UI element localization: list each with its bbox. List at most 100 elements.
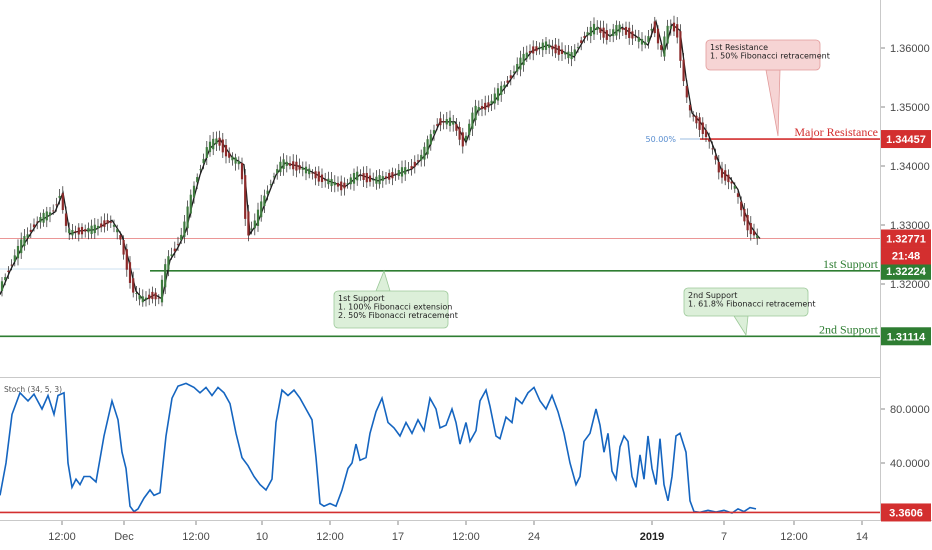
price-pane: 1.32000 1.33000 1.34000 1.35000 1.36000 50.0… bbox=[0, 15, 930, 338]
candle-body bbox=[560, 49, 564, 54]
candle-body bbox=[103, 220, 106, 227]
candle-body bbox=[125, 249, 128, 270]
candle-body bbox=[413, 161, 416, 167]
time-tick-label: 10 bbox=[256, 531, 268, 543]
candle-body bbox=[39, 217, 42, 223]
current-price-tag-text: 1.32771 bbox=[886, 234, 926, 246]
candle-body bbox=[269, 184, 272, 185]
candle-body bbox=[602, 27, 605, 38]
candle-body bbox=[480, 106, 484, 110]
candle-body bbox=[381, 176, 384, 181]
candle-body bbox=[704, 130, 708, 137]
first-support-tag: 1.32224 bbox=[881, 261, 931, 280]
candle-body bbox=[615, 25, 618, 36]
candle-body bbox=[567, 51, 570, 59]
price-candles bbox=[0, 15, 759, 307]
candle-body bbox=[589, 26, 592, 37]
candle-body bbox=[714, 155, 717, 160]
candle-body bbox=[650, 28, 653, 31]
candle-body bbox=[695, 115, 698, 124]
candle-body bbox=[356, 171, 359, 181]
candle-body bbox=[746, 215, 749, 231]
countdown-bg bbox=[881, 247, 931, 265]
level-name-label: 1st Support bbox=[823, 257, 879, 271]
candle-body bbox=[717, 161, 720, 173]
candle-body bbox=[42, 212, 45, 223]
candle-body bbox=[176, 243, 180, 245]
level-labels: Major Resistance 1st Support 2nd Support bbox=[794, 125, 878, 336]
candle-body bbox=[52, 210, 55, 212]
second-support-tag: 1.31114 bbox=[881, 327, 931, 346]
axis-value-tags: 1.34457 1.32224 1.32771 21:48 1.31114 3.3606 bbox=[881, 130, 931, 522]
candle-body bbox=[279, 161, 282, 173]
candle-body bbox=[740, 201, 743, 211]
candle-body bbox=[724, 170, 727, 181]
candle-body bbox=[618, 24, 621, 33]
candle-body bbox=[55, 204, 58, 206]
annotation-text: 2nd Support bbox=[688, 291, 737, 300]
candle-body bbox=[202, 158, 205, 164]
candle-body bbox=[218, 137, 221, 146]
candle-body bbox=[554, 44, 557, 54]
candle-body bbox=[663, 36, 666, 57]
candle-body bbox=[228, 152, 231, 158]
price-tick-label: 1.34000 bbox=[890, 161, 930, 173]
candle-body bbox=[298, 165, 301, 170]
candle-body bbox=[244, 175, 247, 219]
candle-body bbox=[503, 84, 506, 88]
candle-body bbox=[468, 123, 471, 136]
candle-body bbox=[612, 29, 615, 37]
stoch-reference-tag-bg bbox=[881, 503, 931, 522]
candle-body bbox=[7, 270, 10, 272]
candle-body bbox=[624, 26, 628, 35]
candle-body bbox=[196, 177, 199, 183]
price-tick-label: 1.35000 bbox=[890, 102, 930, 114]
candle-body bbox=[311, 172, 314, 174]
candle-body bbox=[685, 85, 688, 98]
fib-label: 50.00% bbox=[645, 135, 676, 144]
candle-body bbox=[484, 102, 487, 110]
major-resistance-tag: 1.34457 bbox=[881, 130, 931, 149]
candle-body bbox=[71, 230, 74, 236]
candle-body bbox=[138, 295, 141, 300]
candle-body bbox=[212, 138, 215, 150]
current-price-tag: 1.32771 bbox=[881, 229, 931, 248]
candle-body bbox=[36, 221, 39, 223]
candle-body bbox=[336, 182, 340, 187]
candle-body bbox=[749, 223, 752, 235]
time-tick-label: 12:00 bbox=[182, 531, 210, 543]
candle-body bbox=[100, 223, 103, 228]
level-name-label: 2nd Support bbox=[819, 322, 879, 336]
first-support-tag-bg bbox=[881, 261, 931, 280]
candle-body bbox=[314, 171, 317, 179]
candle-body bbox=[519, 57, 522, 70]
candle-body bbox=[637, 37, 640, 42]
candle-body bbox=[656, 28, 660, 44]
first-support-tag-text: 1.32224 bbox=[886, 266, 927, 278]
candle-body bbox=[653, 21, 656, 34]
candle-body bbox=[304, 166, 308, 174]
candle-body bbox=[23, 236, 26, 247]
candle-body bbox=[61, 193, 64, 211]
candle-body bbox=[436, 124, 439, 126]
candle-body bbox=[608, 34, 612, 36]
candle-body bbox=[16, 245, 20, 259]
candle-body bbox=[586, 32, 589, 36]
candle-body bbox=[0, 281, 4, 291]
candle-body bbox=[208, 141, 212, 153]
candle-body bbox=[109, 221, 112, 223]
candle-body bbox=[372, 179, 375, 181]
candle-body bbox=[29, 229, 32, 232]
second-support-tag-bg bbox=[881, 327, 931, 346]
candle-body bbox=[551, 45, 554, 50]
candle-body bbox=[596, 27, 599, 30]
candle-body bbox=[570, 52, 573, 60]
candle-body bbox=[727, 174, 730, 183]
candle-body bbox=[74, 231, 77, 233]
candle-body bbox=[266, 190, 269, 195]
candle-body bbox=[432, 130, 436, 134]
candle-body bbox=[493, 93, 496, 104]
candle-body bbox=[682, 59, 685, 82]
candle-body bbox=[557, 45, 560, 55]
